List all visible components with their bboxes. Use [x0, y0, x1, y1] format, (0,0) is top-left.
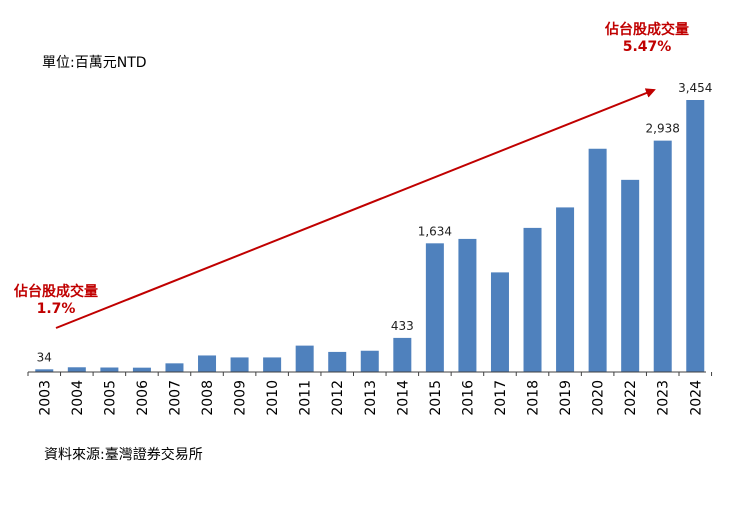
x-tick-label: 2013 — [363, 380, 379, 416]
x-tick-label: 2011 — [298, 380, 314, 416]
bar-2016 — [458, 238, 477, 372]
data-label-2014: 433 — [391, 319, 414, 333]
bar-2015 — [425, 243, 444, 372]
x-tick-label: 2009 — [233, 380, 249, 416]
x-tick-label: 2003 — [37, 380, 53, 416]
annotation-end-value: 5.47% — [622, 39, 672, 55]
bar-2004 — [67, 367, 86, 372]
trend-arrow — [55, 88, 656, 329]
annotation-start-label: 佔台股成交量 — [14, 284, 98, 300]
x-tick-label: 2018 — [526, 380, 542, 416]
unit-label: 單位:百萬元NTD — [42, 55, 147, 71]
x-tick-label: 2008 — [200, 380, 216, 416]
labels-layer: 2003 34 2004 2005 2006 2007 2008 2009 2010 2011 20… — [27, 81, 712, 416]
x-tick-label: 2005 — [102, 380, 118, 416]
bar-2010 — [263, 357, 282, 372]
x-tick-label: 2007 — [167, 380, 183, 416]
bar-2019 — [556, 207, 575, 372]
bar-2013 — [360, 350, 379, 372]
x-tick-label: 2010 — [265, 380, 281, 416]
bar-2003 — [35, 369, 54, 372]
bar-2006 — [132, 367, 151, 372]
x-tick-label: 2017 — [493, 380, 509, 416]
x-tick-label: 2016 — [460, 380, 476, 416]
x-tick-label: 2014 — [395, 380, 411, 416]
bar-2011 — [295, 345, 314, 372]
x-tick-label: 2019 — [558, 380, 574, 416]
annotation-end-label: 佔台股成交量 — [605, 22, 689, 38]
data-label-2003: 34 — [37, 350, 52, 364]
x-tick-label: 2020 — [591, 380, 607, 416]
x-tick-label: 2006 — [135, 380, 151, 416]
data-label-2023: 2,938 — [646, 122, 680, 136]
bar-2018 — [523, 227, 542, 372]
bar-2009 — [230, 357, 249, 372]
data-label-2024: 3,454 — [678, 81, 712, 95]
source-label: 資料來源:臺灣證券交易所 — [44, 447, 203, 463]
bar-2023 — [653, 140, 672, 372]
x-tick-label: 2015 — [428, 380, 444, 416]
bar-2005 — [100, 367, 119, 372]
annotation-start: 佔台股成交量 1.7% — [6, 284, 106, 318]
bar-2008 — [198, 355, 217, 372]
bar-2024 — [686, 100, 705, 372]
x-tick-label: 2024 — [688, 380, 704, 416]
x-tick-label: 2012 — [330, 380, 346, 416]
x-tick-label: 2004 — [70, 380, 86, 416]
annotation-end: 佔台股成交量 5.47% — [592, 22, 702, 56]
bar-2007 — [165, 363, 184, 372]
data-label-2015: 1,634 — [418, 224, 452, 238]
annotation-start-value: 1.7% — [36, 301, 76, 317]
x-tick-label: 2022 — [623, 380, 639, 416]
bar-2020 — [588, 148, 607, 372]
x-tick-label: 2023 — [656, 380, 672, 416]
bar-2012 — [328, 351, 347, 372]
bars-layer — [35, 100, 705, 372]
bar-2014 — [393, 337, 412, 372]
bar-2022 — [621, 179, 640, 372]
bar-2017 — [490, 272, 509, 372]
